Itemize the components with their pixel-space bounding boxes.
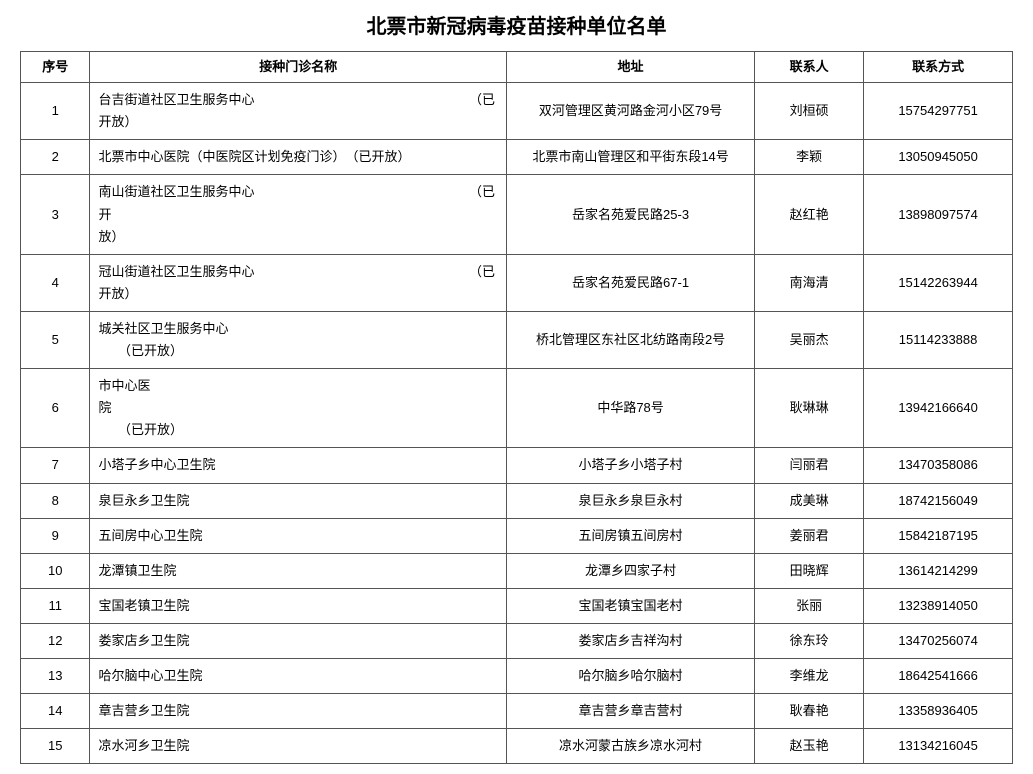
cell-phone: 15754297751 bbox=[864, 83, 1013, 140]
cell-idx: 1 bbox=[21, 83, 90, 140]
table-row: 4冠山街道社区卫生服务中心 （已 开放）岳家名苑爱民路67-1南海清151422… bbox=[21, 254, 1013, 311]
cell-addr: 岳家名苑爱民路67-1 bbox=[507, 254, 755, 311]
header-phone: 联系方式 bbox=[864, 52, 1013, 83]
cell-contact: 成美琳 bbox=[755, 483, 864, 518]
cell-contact: 耿琳琳 bbox=[755, 369, 864, 448]
cell-addr: 五间房镇五间房村 bbox=[507, 518, 755, 553]
cell-name: 凉水河乡卫生院 bbox=[90, 729, 507, 764]
table-row: 13哈尔脑中心卫生院哈尔脑乡哈尔脑村李维龙18642541666 bbox=[21, 658, 1013, 693]
cell-phone: 13358936405 bbox=[864, 694, 1013, 729]
cell-name: 五间房中心卫生院 bbox=[90, 518, 507, 553]
cell-contact: 南海清 bbox=[755, 254, 864, 311]
cell-idx: 15 bbox=[21, 729, 90, 764]
cell-addr: 岳家名苑爱民路25-3 bbox=[507, 175, 755, 254]
header-name: 接种门诊名称 bbox=[90, 52, 507, 83]
table-row: 11宝国老镇卫生院宝国老镇宝国老村张丽13238914050 bbox=[21, 588, 1013, 623]
cell-idx: 14 bbox=[21, 694, 90, 729]
cell-contact: 吴丽杰 bbox=[755, 311, 864, 368]
cell-addr: 娄家店乡吉祥沟村 bbox=[507, 623, 755, 658]
cell-addr: 哈尔脑乡哈尔脑村 bbox=[507, 658, 755, 693]
table-row: 10龙潭镇卫生院龙潭乡四家子村田晓辉13614214299 bbox=[21, 553, 1013, 588]
table-row: 6市中心医 院 （已开放）中华路78号耿琳琳13942166640 bbox=[21, 369, 1013, 448]
table-row: 12娄家店乡卫生院娄家店乡吉祥沟村徐东玲13470256074 bbox=[21, 623, 1013, 658]
cell-contact: 李维龙 bbox=[755, 658, 864, 693]
cell-idx: 8 bbox=[21, 483, 90, 518]
cell-contact: 赵玉艳 bbox=[755, 729, 864, 764]
table-body: 1台吉街道社区卫生服务中心 （已 开放）双河管理区黄河路金河小区79号刘桓硕15… bbox=[21, 83, 1013, 764]
cell-addr: 中华路78号 bbox=[507, 369, 755, 448]
cell-phone: 13942166640 bbox=[864, 369, 1013, 448]
table-row: 15凉水河乡卫生院凉水河蒙古族乡凉水河村赵玉艳13134216045 bbox=[21, 729, 1013, 764]
cell-addr: 宝国老镇宝国老村 bbox=[507, 588, 755, 623]
cell-idx: 3 bbox=[21, 175, 90, 254]
cell-name: 哈尔脑中心卫生院 bbox=[90, 658, 507, 693]
table-header-row: 序号 接种门诊名称 地址 联系人 联系方式 bbox=[21, 52, 1013, 83]
cell-contact: 闫丽君 bbox=[755, 448, 864, 483]
cell-name: 城关社区卫生服务中心 （已开放） bbox=[90, 311, 507, 368]
cell-phone: 13470256074 bbox=[864, 623, 1013, 658]
cell-contact: 耿春艳 bbox=[755, 694, 864, 729]
table-row: 3南山街道社区卫生服务中心 （已开 放）岳家名苑爱民路25-3赵红艳138980… bbox=[21, 175, 1013, 254]
cell-name: 南山街道社区卫生服务中心 （已开 放） bbox=[90, 175, 507, 254]
table-row: 2北票市中心医院（中医院区计划免疫门诊） （已开放）北票市南山管理区和平街东段1… bbox=[21, 140, 1013, 175]
cell-idx: 11 bbox=[21, 588, 90, 623]
cell-name: 龙潭镇卫生院 bbox=[90, 553, 507, 588]
table-row: 5城关社区卫生服务中心 （已开放）桥北管理区东社区北纺路南段2号吴丽杰15114… bbox=[21, 311, 1013, 368]
cell-idx: 12 bbox=[21, 623, 90, 658]
cell-addr: 桥北管理区东社区北纺路南段2号 bbox=[507, 311, 755, 368]
header-addr: 地址 bbox=[507, 52, 755, 83]
cell-idx: 9 bbox=[21, 518, 90, 553]
cell-phone: 13470358086 bbox=[864, 448, 1013, 483]
cell-phone: 18642541666 bbox=[864, 658, 1013, 693]
cell-phone: 18742156049 bbox=[864, 483, 1013, 518]
table-row: 8泉巨永乡卫生院泉巨永乡泉巨永村成美琳18742156049 bbox=[21, 483, 1013, 518]
cell-idx: 13 bbox=[21, 658, 90, 693]
cell-name: 市中心医 院 （已开放） bbox=[90, 369, 507, 448]
header-contact: 联系人 bbox=[755, 52, 864, 83]
cell-addr: 龙潭乡四家子村 bbox=[507, 553, 755, 588]
cell-addr: 小塔子乡小塔子村 bbox=[507, 448, 755, 483]
cell-addr: 泉巨永乡泉巨永村 bbox=[507, 483, 755, 518]
cell-phone: 15842187195 bbox=[864, 518, 1013, 553]
cell-contact: 李颖 bbox=[755, 140, 864, 175]
vaccination-sites-table: 序号 接种门诊名称 地址 联系人 联系方式 1台吉街道社区卫生服务中心 （已 开… bbox=[20, 51, 1013, 764]
cell-idx: 4 bbox=[21, 254, 90, 311]
cell-phone: 13898097574 bbox=[864, 175, 1013, 254]
cell-idx: 2 bbox=[21, 140, 90, 175]
header-idx: 序号 bbox=[21, 52, 90, 83]
cell-name: 台吉街道社区卫生服务中心 （已 开放） bbox=[90, 83, 507, 140]
cell-addr: 凉水河蒙古族乡凉水河村 bbox=[507, 729, 755, 764]
cell-addr: 章吉营乡章吉营村 bbox=[507, 694, 755, 729]
cell-contact: 田晓辉 bbox=[755, 553, 864, 588]
page-title: 北票市新冠病毒疫苗接种单位名单 bbox=[20, 10, 1013, 39]
cell-name: 泉巨永乡卫生院 bbox=[90, 483, 507, 518]
cell-addr: 北票市南山管理区和平街东段14号 bbox=[507, 140, 755, 175]
cell-idx: 7 bbox=[21, 448, 90, 483]
table-row: 14章吉营乡卫生院章吉营乡章吉营村耿春艳13358936405 bbox=[21, 694, 1013, 729]
cell-idx: 6 bbox=[21, 369, 90, 448]
cell-phone: 13050945050 bbox=[864, 140, 1013, 175]
cell-name: 北票市中心医院（中医院区计划免疫门诊） （已开放） bbox=[90, 140, 507, 175]
cell-phone: 15142263944 bbox=[864, 254, 1013, 311]
cell-phone: 15114233888 bbox=[864, 311, 1013, 368]
cell-name: 宝国老镇卫生院 bbox=[90, 588, 507, 623]
cell-addr: 双河管理区黄河路金河小区79号 bbox=[507, 83, 755, 140]
cell-idx: 5 bbox=[21, 311, 90, 368]
cell-contact: 徐东玲 bbox=[755, 623, 864, 658]
cell-contact: 姜丽君 bbox=[755, 518, 864, 553]
cell-idx: 10 bbox=[21, 553, 90, 588]
cell-name: 章吉营乡卫生院 bbox=[90, 694, 507, 729]
cell-name: 小塔子乡中心卫生院 bbox=[90, 448, 507, 483]
cell-phone: 13134216045 bbox=[864, 729, 1013, 764]
table-row: 1台吉街道社区卫生服务中心 （已 开放）双河管理区黄河路金河小区79号刘桓硕15… bbox=[21, 83, 1013, 140]
table-row: 7小塔子乡中心卫生院小塔子乡小塔子村闫丽君13470358086 bbox=[21, 448, 1013, 483]
cell-name: 娄家店乡卫生院 bbox=[90, 623, 507, 658]
table-row: 9五间房中心卫生院五间房镇五间房村姜丽君15842187195 bbox=[21, 518, 1013, 553]
cell-contact: 刘桓硕 bbox=[755, 83, 864, 140]
cell-contact: 赵红艳 bbox=[755, 175, 864, 254]
cell-phone: 13238914050 bbox=[864, 588, 1013, 623]
cell-phone: 13614214299 bbox=[864, 553, 1013, 588]
cell-name: 冠山街道社区卫生服务中心 （已 开放） bbox=[90, 254, 507, 311]
cell-contact: 张丽 bbox=[755, 588, 864, 623]
